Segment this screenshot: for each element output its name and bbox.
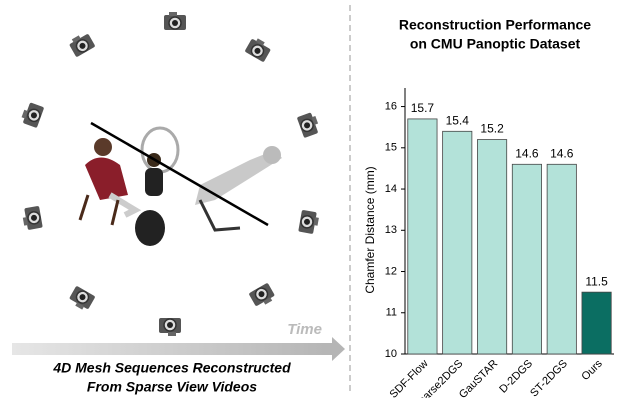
bar <box>547 164 576 354</box>
value-label: 14.6 <box>550 146 574 160</box>
bar <box>443 131 472 354</box>
y-tick-label: 15 <box>385 142 397 154</box>
y-axis-label: Chamfer Distance (mm) <box>363 166 377 293</box>
caption: From Sparse View Videos <box>87 379 257 395</box>
figure: Time 4D Mesh Sequences Reconstructed Fro… <box>0 0 621 398</box>
x-tick-label: ST-2DGS <box>528 358 570 398</box>
y-tick-label: 11 <box>386 307 397 319</box>
y-tick-label: 13 <box>385 224 397 236</box>
value-label: 14.6 <box>515 146 539 160</box>
bar <box>408 119 437 354</box>
scene <box>80 123 282 246</box>
cameras <box>20 12 321 336</box>
bar <box>477 140 506 354</box>
time-arrow-head <box>332 337 345 361</box>
caption: 4D Mesh Sequences Reconstructed <box>52 360 291 376</box>
value-label: 15.4 <box>446 113 470 127</box>
value-label: 15.2 <box>480 122 504 136</box>
y-tick-label: 16 <box>385 100 397 112</box>
bar <box>512 164 541 354</box>
y-tick-label: 14 <box>385 183 397 195</box>
y-tick-label: 10 <box>385 348 397 360</box>
chart-title: on CMU Panoptic Dataset <box>410 36 581 52</box>
x-tick-label: GauSTAR <box>457 358 500 398</box>
bar <box>582 292 611 354</box>
chart-title: Reconstruction Performance <box>399 17 591 33</box>
value-label: 11.5 <box>585 274 608 288</box>
time-arrow <box>12 343 332 355</box>
value-label: 15.7 <box>411 101 435 115</box>
time-label: Time <box>287 321 322 338</box>
x-tick-label: Ours <box>579 357 605 383</box>
y-tick-label: 12 <box>385 265 397 277</box>
